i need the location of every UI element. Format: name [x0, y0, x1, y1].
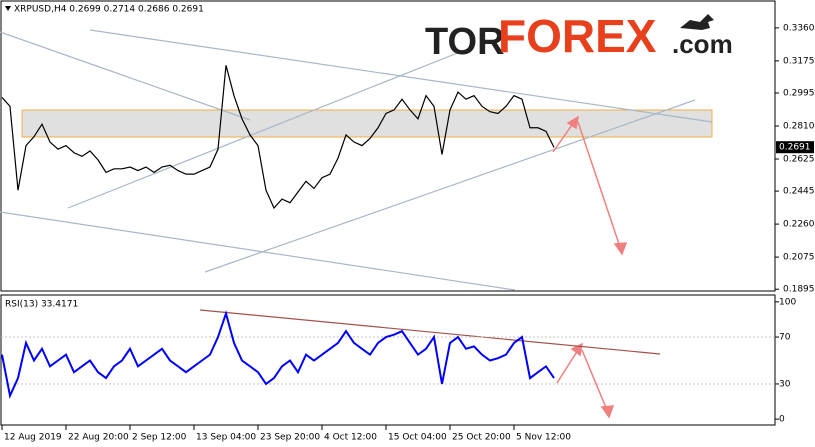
price-line: [1, 65, 555, 210]
x-tick-label: 15 Oct 04:00: [388, 433, 447, 443]
y-tick-label: 0.2260: [783, 220, 815, 230]
arrow: [556, 349, 579, 384]
y-tick-label: 0.2810: [783, 121, 815, 131]
x-tick-label: 13 Sep 04:00: [196, 433, 256, 443]
chart-title: XRPUSD,H4 0.2699 0.2714 0.2686 0.2691: [14, 5, 204, 15]
y-tick-label: 100: [779, 297, 796, 307]
x-tick-label: 2 Sep 12:00: [132, 433, 187, 443]
y-tick-label: 0.2625: [783, 154, 815, 164]
rsi-trend-line: [199, 309, 661, 355]
x-tick-label: 5 Nov 12:00: [516, 433, 571, 443]
y-tick-label: 0.2075: [783, 253, 815, 263]
upper-left-line: [0, 31, 251, 121]
arrow-head: [566, 115, 580, 130]
last-price-label: 0.2691: [779, 143, 811, 153]
price-line: [1, 310, 555, 399]
y-tick-label: 0.1895: [783, 285, 815, 295]
rsi-title: RSI(13) 33.4171: [5, 300, 78, 310]
menu-icon: [5, 6, 11, 11]
logo-tor: TOR: [425, 21, 505, 63]
x-tick-label: 22 Aug 20:00: [68, 433, 129, 443]
y-tick-label: 0.3175: [783, 56, 815, 66]
logo-bull: [680, 14, 714, 30]
x-tick-label: 12 Aug 2019: [4, 433, 62, 443]
arrow: [581, 349, 608, 411]
arrow-head: [600, 405, 615, 419]
x-tick-label: 4 Oct 12:00: [324, 433, 377, 443]
logo-com: .com: [672, 29, 733, 59]
arrow: [577, 121, 621, 248]
y-tick-label: 0: [779, 415, 785, 425]
resistance-zone: [21, 109, 713, 138]
last-price-box: [776, 141, 814, 154]
y-tick-label: 30: [779, 379, 791, 389]
y-tick-label: 70: [779, 333, 791, 343]
rsi-panel: [0, 294, 776, 426]
support-line: [204, 99, 696, 273]
logo-forex: FOREX: [498, 10, 657, 62]
channel-lower: [0, 211, 516, 291]
arrow: [552, 121, 575, 153]
y-tick-label: 0.3360: [783, 23, 815, 33]
x-tick-label: 25 Oct 20:00: [452, 433, 511, 443]
trend-lines: [0, 29, 713, 291]
wedge-line: [67, 47, 471, 209]
price-panel: [0, 0, 776, 292]
y-tick-label: 0.2445: [783, 187, 815, 197]
y-tick-label: 0.2995: [783, 88, 815, 98]
forecast-arrows: [552, 115, 628, 419]
x-tick-label: 23 Sep 20:00: [260, 433, 320, 443]
arrow-head: [613, 242, 628, 256]
